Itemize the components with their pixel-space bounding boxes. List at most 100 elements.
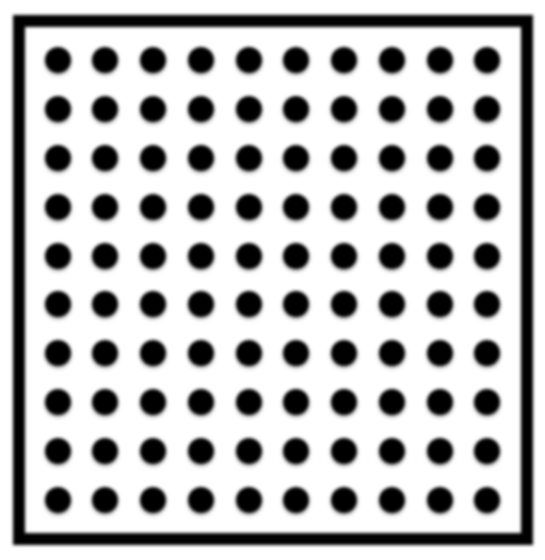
grid-dot: [283, 438, 309, 464]
grid-dot: [236, 291, 262, 317]
grid-dot: [427, 47, 453, 73]
grid-dot: [474, 487, 500, 513]
grid-dot: [188, 291, 214, 317]
grid-dot: [474, 243, 500, 269]
grid-dot: [188, 438, 214, 464]
grid-dot: [92, 291, 118, 317]
grid-dot: [45, 389, 71, 415]
grid-dot: [379, 194, 405, 220]
grid-dot: [379, 291, 405, 317]
grid-dot: [45, 291, 71, 317]
grid-dot: [45, 96, 71, 122]
grid-dot: [427, 340, 453, 366]
grid-dot: [427, 389, 453, 415]
grid-dot: [283, 340, 309, 366]
grid-dot: [331, 47, 357, 73]
grid-dot: [236, 47, 262, 73]
grid-dot: [140, 389, 166, 415]
grid-dot: [92, 96, 118, 122]
grid-dot: [92, 487, 118, 513]
grid-dot: [283, 389, 309, 415]
grid-dot: [379, 243, 405, 269]
grid-dot: [45, 145, 71, 171]
grid-dot: [379, 340, 405, 366]
grid-dot: [92, 389, 118, 415]
grid-dot: [283, 47, 309, 73]
grid-dot: [188, 47, 214, 73]
dot-grid-frame: [13, 15, 533, 545]
grid-dot: [45, 438, 71, 464]
grid-dot: [188, 243, 214, 269]
grid-dot: [92, 243, 118, 269]
grid-dot: [427, 438, 453, 464]
grid-dot: [427, 291, 453, 317]
grid-dot: [45, 487, 71, 513]
grid-dot: [331, 145, 357, 171]
grid-dot: [283, 96, 309, 122]
grid-dot: [140, 47, 166, 73]
dot-grid: [45, 47, 501, 513]
grid-dot: [236, 389, 262, 415]
grid-dot: [188, 389, 214, 415]
grid-dot: [92, 47, 118, 73]
grid-dot: [331, 96, 357, 122]
grid-dot: [236, 243, 262, 269]
grid-dot: [140, 96, 166, 122]
grid-dot: [379, 47, 405, 73]
grid-dot: [45, 194, 71, 220]
grid-dot: [474, 291, 500, 317]
grid-dot: [236, 145, 262, 171]
grid-dot: [283, 194, 309, 220]
grid-dot: [45, 47, 71, 73]
grid-dot: [45, 243, 71, 269]
grid-dot: [188, 194, 214, 220]
grid-dot: [140, 243, 166, 269]
grid-dot: [474, 438, 500, 464]
grid-dot: [236, 194, 262, 220]
grid-dot: [236, 438, 262, 464]
grid-dot: [379, 487, 405, 513]
grid-dot: [474, 194, 500, 220]
grid-dot: [474, 389, 500, 415]
grid-dot: [427, 145, 453, 171]
grid-dot: [140, 145, 166, 171]
grid-dot: [283, 243, 309, 269]
grid-dot: [331, 340, 357, 366]
grid-dot: [331, 291, 357, 317]
grid-dot: [283, 291, 309, 317]
grid-dot: [331, 389, 357, 415]
grid-dot: [474, 145, 500, 171]
grid-dot: [236, 487, 262, 513]
grid-dot: [92, 145, 118, 171]
grid-dot: [331, 438, 357, 464]
grid-dot: [92, 438, 118, 464]
grid-dot: [427, 487, 453, 513]
grid-dot: [236, 340, 262, 366]
grid-dot: [427, 194, 453, 220]
grid-dot: [474, 340, 500, 366]
grid-dot: [427, 243, 453, 269]
grid-dot: [92, 194, 118, 220]
grid-dot: [140, 194, 166, 220]
grid-dot: [188, 340, 214, 366]
grid-dot: [427, 96, 453, 122]
grid-dot: [283, 487, 309, 513]
grid-dot: [379, 438, 405, 464]
grid-dot: [236, 96, 262, 122]
grid-dot: [331, 243, 357, 269]
grid-dot: [331, 487, 357, 513]
grid-dot: [331, 194, 357, 220]
grid-dot: [140, 340, 166, 366]
grid-dot: [474, 96, 500, 122]
grid-dot: [140, 438, 166, 464]
grid-dot: [379, 145, 405, 171]
grid-dot: [92, 340, 118, 366]
grid-dot: [188, 487, 214, 513]
grid-dot: [188, 96, 214, 122]
grid-dot: [474, 47, 500, 73]
grid-dot: [379, 389, 405, 415]
grid-dot: [140, 487, 166, 513]
grid-dot: [283, 145, 309, 171]
grid-dot: [379, 96, 405, 122]
grid-dot: [45, 340, 71, 366]
